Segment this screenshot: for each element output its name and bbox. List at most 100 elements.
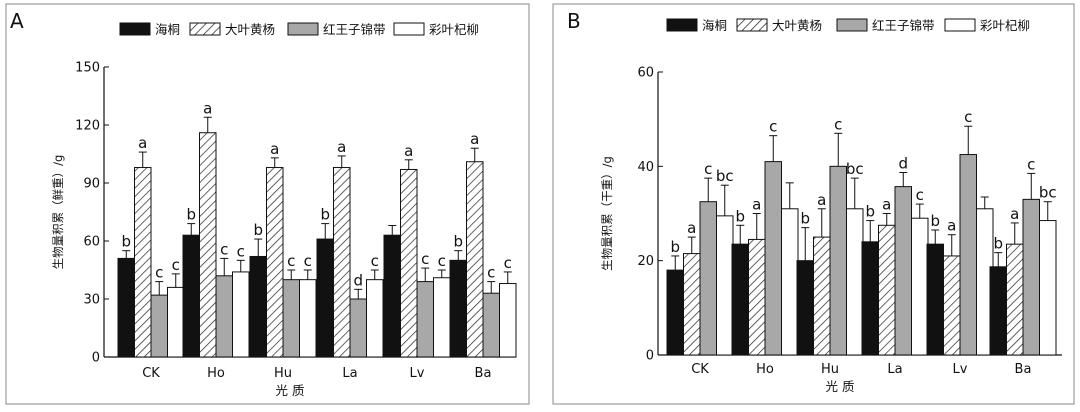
bar [499,283,517,358]
significance-label: c [964,108,972,126]
significance-label: b [800,210,810,228]
significance-label: a [138,134,147,152]
legend-label: 大叶黄杨 [225,22,275,37]
bar [400,168,418,358]
bar [764,161,782,356]
legend-swatch [119,22,151,36]
legend-label: 大叶黄杨 [772,18,822,33]
bar [383,234,401,358]
significance-label: a [1010,205,1019,223]
significance-label: b [453,233,463,251]
y-tick-label: 120 [75,119,100,134]
legend-swatch [393,22,425,36]
significance-label: d [353,271,363,289]
significance-label: c [487,264,495,282]
y-tick-label: 40 [637,160,654,175]
y-tick-label: 150 [75,61,100,76]
bar [282,279,300,358]
significance-label: c [172,256,180,274]
bar [249,255,267,358]
bar [894,186,912,356]
significance-label: c [1027,155,1035,173]
x-axis-label: 光 质 [826,379,855,394]
significance-label: c [504,254,512,272]
legend-swatch [287,22,319,36]
significance-label: b [865,203,875,221]
x-tick-label: Ho [756,362,774,377]
significance-label: b [186,206,196,224]
y-axis-label: 生物量积累（鲜重）/g [51,155,65,270]
significance-label: c [371,252,379,270]
bar [911,217,929,356]
significance-label: a [404,142,413,160]
bar [150,294,168,358]
bar [134,167,152,358]
significance-label: b [253,221,263,239]
significance-label: c [155,264,163,282]
bar [167,286,185,358]
legend-swatch [736,18,768,32]
bar [959,154,977,356]
bar [731,243,749,356]
significance-label: c [220,240,228,258]
significance-label: c [704,160,712,178]
bar [1006,243,1024,356]
significance-label: a [947,217,956,235]
x-tick-label: CK [691,362,709,377]
panel-frame [5,3,530,405]
x-axis-label: 光 质 [276,383,305,398]
y-tick-label: 90 [83,177,100,192]
significance-label: b [930,212,940,230]
legend-label: 彩叶杞柳 [429,22,479,37]
bar [482,292,500,358]
significance-label: a [470,130,479,148]
bar [989,266,1007,356]
bar [813,236,831,356]
x-tick-label: Lv [953,362,968,377]
significance-label: c [916,186,924,204]
y-tick-label: 20 [637,254,654,269]
legend-swatch [189,22,221,36]
legend-label: 彩叶杞柳 [980,18,1030,33]
x-tick-label: Ho [207,366,225,381]
bar [266,167,284,358]
significance-label: b [320,206,330,224]
y-tick-label: 30 [83,293,100,308]
significance-label: b [735,207,745,225]
significance-label: c [769,118,777,136]
bar [716,215,734,356]
x-tick-label: Hu [821,362,839,377]
y-tick-label: 0 [646,349,654,364]
x-tick-label: CK [142,366,160,381]
bar [416,281,434,358]
significance-label: c [438,252,446,270]
bar [215,275,233,358]
panel-frame [552,3,1075,405]
legend-label: 红王子锦带 [323,22,386,37]
significance-label: b [121,233,131,251]
bar [846,208,864,356]
significance-label: b [670,238,680,256]
significance-label: a [882,196,891,214]
bar [366,279,384,358]
bar [861,241,879,356]
x-tick-label: Ba [475,366,492,381]
significance-label: c [287,252,295,270]
y-tick-label: 60 [637,66,654,81]
x-tick-label: La [342,366,357,381]
x-tick-label: Ba [1015,362,1032,377]
significance-label: bc [846,160,864,178]
bar [829,165,847,356]
bar [333,167,351,358]
legend-label: 海桐 [155,22,180,37]
bar [1039,220,1057,356]
bar [449,259,467,358]
bar [182,234,200,358]
legend-swatch [944,18,976,32]
bar [1022,198,1040,356]
legend-label: 红王子锦带 [872,18,935,33]
x-tick-label: La [887,362,902,377]
significance-label: c [237,242,245,260]
